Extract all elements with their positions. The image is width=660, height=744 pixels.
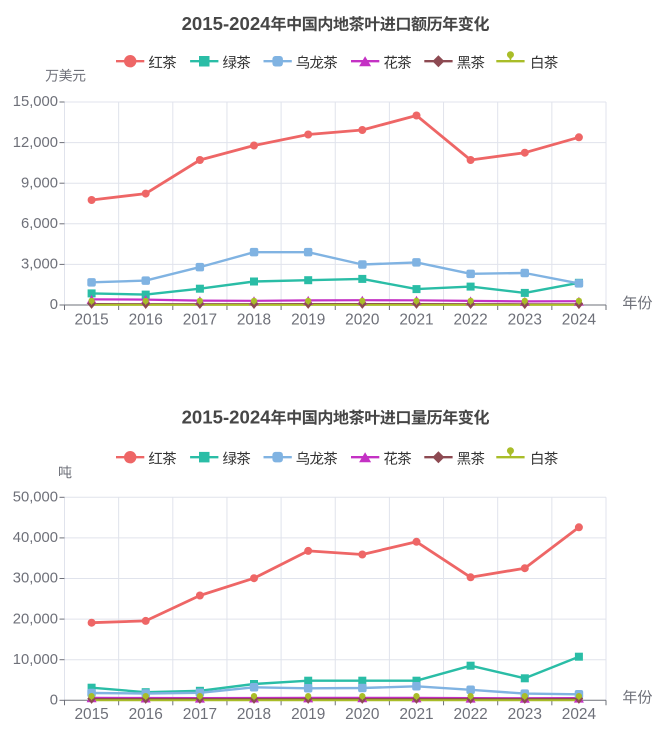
svg-text:15,000: 15,000 (13, 94, 58, 110)
svg-text:2024: 2024 (562, 706, 597, 723)
svg-text:2020: 2020 (345, 312, 379, 329)
svg-text:2022: 2022 (453, 312, 487, 329)
svg-text:2024: 2024 (562, 312, 597, 329)
svg-text:2016: 2016 (129, 312, 163, 329)
svg-text:40,000: 40,000 (13, 530, 58, 546)
svg-text:2018: 2018 (237, 706, 271, 723)
svg-text:2015-2024: 2015-2024 (182, 406, 272, 427)
svg-text:3,000: 3,000 (21, 257, 58, 273)
svg-text:2023: 2023 (508, 706, 542, 723)
svg-text:2021: 2021 (399, 312, 433, 329)
svg-text:2022: 2022 (453, 706, 487, 723)
svg-text:0: 0 (50, 693, 58, 709)
svg-text:2017: 2017 (183, 312, 217, 329)
svg-text:12,000: 12,000 (13, 135, 58, 151)
svg-text:2016: 2016 (129, 706, 163, 723)
svg-text:9,000: 9,000 (21, 175, 58, 191)
svg-text:50,000: 50,000 (13, 490, 58, 506)
svg-text:2017: 2017 (183, 706, 217, 723)
svg-text:10,000: 10,000 (13, 652, 58, 668)
svg-text:30,000: 30,000 (13, 571, 58, 587)
svg-text:20,000: 20,000 (13, 611, 58, 627)
svg-text:2015: 2015 (74, 706, 108, 723)
svg-text:2021: 2021 (399, 706, 433, 723)
svg-text:2019: 2019 (291, 312, 325, 329)
svg-text:2015-2024: 2015-2024 (182, 13, 272, 34)
svg-text:2020: 2020 (345, 706, 379, 723)
svg-text:2018: 2018 (237, 312, 271, 329)
svg-text:2019: 2019 (291, 706, 325, 723)
svg-text:2023: 2023 (508, 312, 542, 329)
svg-text:6,000: 6,000 (21, 216, 58, 232)
svg-text:2015: 2015 (74, 312, 108, 329)
svg-text:0: 0 (50, 297, 58, 313)
